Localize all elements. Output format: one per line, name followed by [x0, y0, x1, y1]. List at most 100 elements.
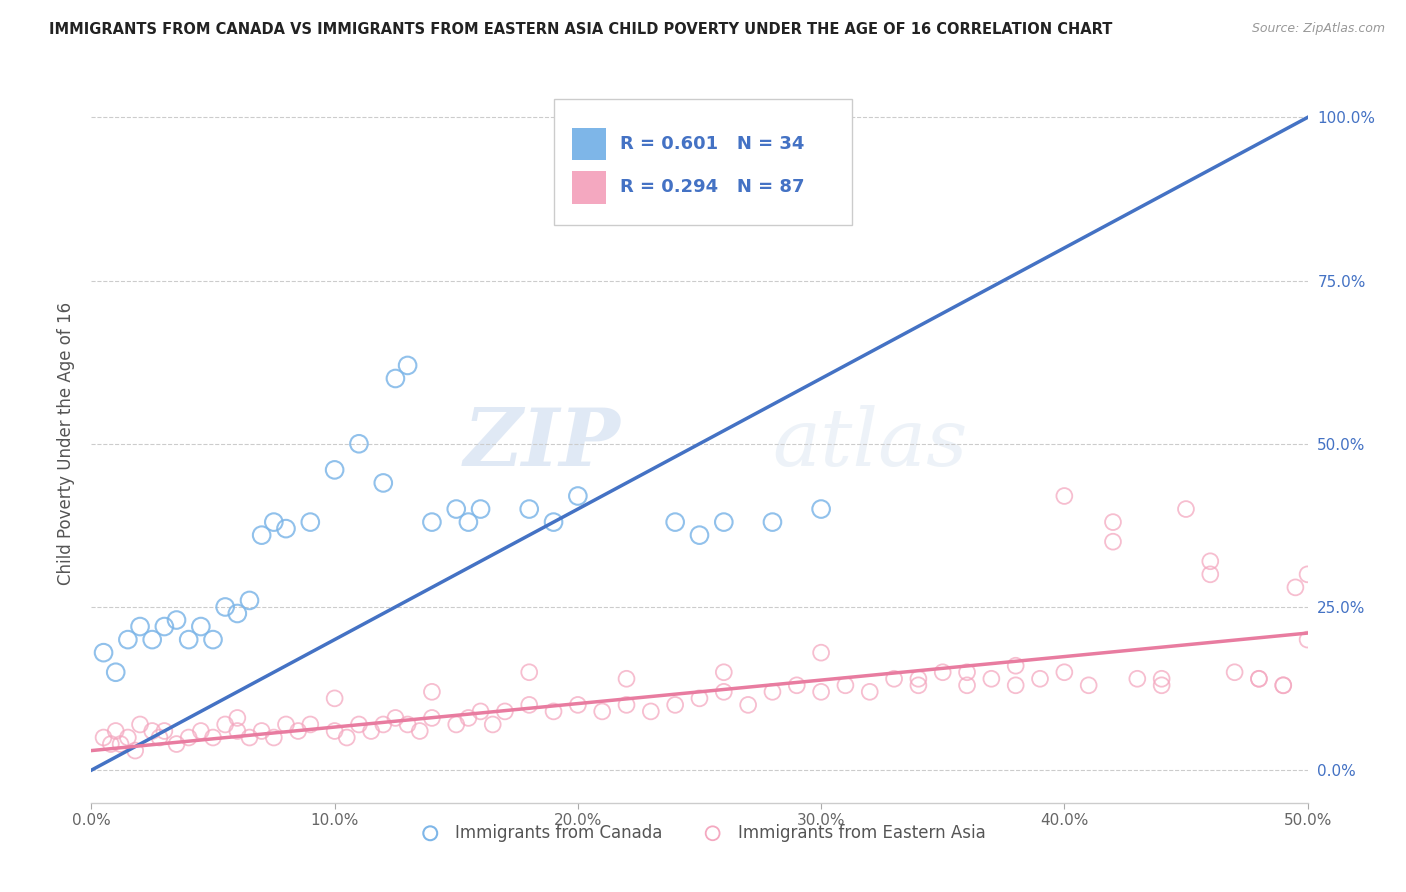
Point	[299, 717, 322, 731]
Point	[190, 724, 212, 739]
Point	[93, 731, 115, 745]
Point	[202, 632, 225, 647]
Point	[834, 678, 856, 692]
Point	[274, 522, 297, 536]
Point	[384, 371, 406, 385]
Point	[323, 463, 346, 477]
Point	[713, 685, 735, 699]
Point	[543, 705, 565, 719]
Point	[1247, 672, 1270, 686]
Point	[166, 613, 188, 627]
Point	[1004, 678, 1026, 692]
Point	[664, 698, 686, 712]
Point	[263, 731, 285, 745]
Point	[494, 705, 516, 719]
Point	[713, 515, 735, 529]
Point	[153, 724, 176, 739]
Point	[1199, 567, 1222, 582]
Point	[1102, 515, 1125, 529]
Point	[202, 731, 225, 745]
Point	[1199, 554, 1222, 568]
Point	[384, 711, 406, 725]
Point	[761, 685, 783, 699]
Point	[287, 724, 309, 739]
Point	[148, 731, 170, 745]
Text: Source: ZipAtlas.com: Source: ZipAtlas.com	[1251, 22, 1385, 36]
Point	[956, 665, 979, 680]
Point	[1247, 672, 1270, 686]
Point	[591, 705, 613, 719]
Point	[907, 678, 929, 692]
Text: IMMIGRANTS FROM CANADA VS IMMIGRANTS FROM EASTERN ASIA CHILD POVERTY UNDER THE A: IMMIGRANTS FROM CANADA VS IMMIGRANTS FRO…	[49, 22, 1112, 37]
Point	[420, 515, 443, 529]
Point	[263, 515, 285, 529]
Point	[688, 528, 710, 542]
Point	[1150, 672, 1173, 686]
Point	[93, 646, 115, 660]
Point	[238, 593, 260, 607]
Point	[420, 711, 443, 725]
Point	[373, 475, 395, 490]
Point	[373, 717, 395, 731]
Point	[360, 724, 382, 739]
FancyBboxPatch shape	[572, 128, 606, 161]
Point	[567, 489, 589, 503]
Point	[688, 691, 710, 706]
Point	[1296, 632, 1319, 647]
Point	[226, 711, 249, 725]
Point	[1272, 678, 1295, 692]
Point	[810, 685, 832, 699]
Point	[737, 698, 759, 712]
Point	[761, 515, 783, 529]
Text: ZIP: ZIP	[464, 405, 620, 483]
Point	[100, 737, 122, 751]
Point	[1296, 567, 1319, 582]
Point	[713, 665, 735, 680]
Point	[129, 717, 152, 731]
Point	[214, 599, 236, 614]
Point	[907, 672, 929, 686]
Point	[110, 737, 132, 751]
Point	[347, 717, 370, 731]
Point	[166, 737, 188, 751]
Point	[1126, 672, 1149, 686]
Point	[250, 724, 273, 739]
Point	[1004, 658, 1026, 673]
Point	[931, 665, 953, 680]
Point	[517, 665, 540, 680]
Text: R = 0.601   N = 34: R = 0.601 N = 34	[620, 136, 804, 153]
Point	[226, 724, 249, 739]
Point	[1284, 580, 1306, 594]
Point	[616, 672, 638, 686]
Point	[810, 502, 832, 516]
Point	[347, 436, 370, 450]
Point	[153, 619, 176, 633]
Point	[409, 724, 432, 739]
Text: atlas: atlas	[772, 405, 967, 483]
Point	[250, 528, 273, 542]
Point	[1223, 665, 1246, 680]
Point	[323, 691, 346, 706]
Point	[470, 705, 492, 719]
Point	[190, 619, 212, 633]
Point	[274, 717, 297, 731]
Point	[980, 672, 1002, 686]
Point	[1272, 678, 1295, 692]
Point	[214, 717, 236, 731]
Point	[177, 632, 200, 647]
Point	[616, 698, 638, 712]
Point	[1053, 489, 1076, 503]
Point	[299, 515, 322, 529]
Point	[1053, 665, 1076, 680]
Text: R = 0.294   N = 87: R = 0.294 N = 87	[620, 178, 804, 196]
Point	[141, 632, 163, 647]
Legend: Immigrants from Canada, Immigrants from Eastern Asia: Immigrants from Canada, Immigrants from …	[406, 817, 993, 848]
Point	[517, 502, 540, 516]
Point	[336, 731, 359, 745]
Point	[810, 646, 832, 660]
Point	[396, 359, 419, 373]
Point	[323, 724, 346, 739]
Point	[1175, 502, 1198, 516]
Point	[786, 678, 808, 692]
Point	[470, 502, 492, 516]
